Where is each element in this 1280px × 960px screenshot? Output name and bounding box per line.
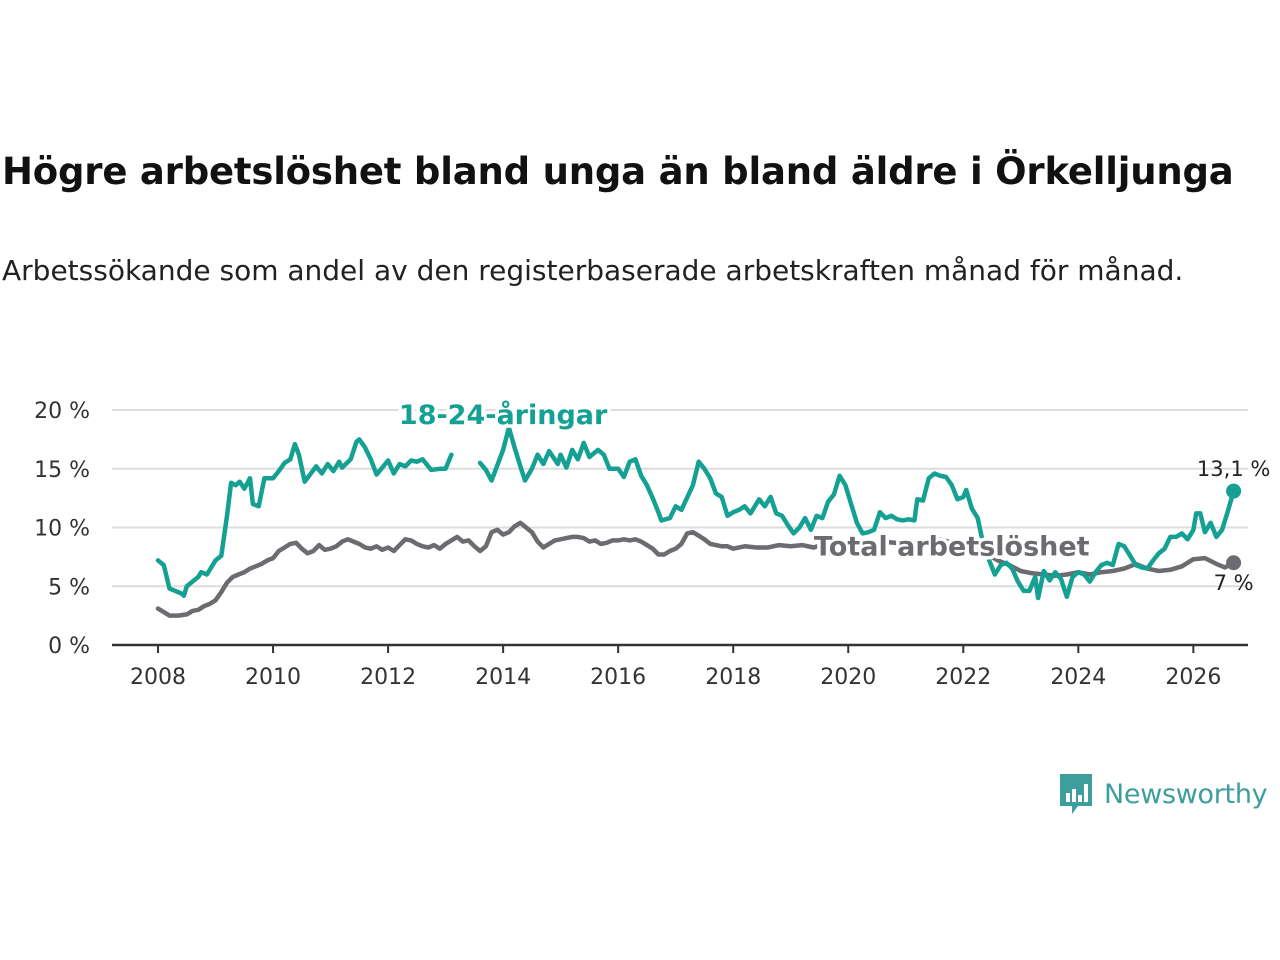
end-point-marker xyxy=(1226,483,1242,499)
x-tick-label: 2012 xyxy=(360,665,416,690)
x-tick-label: 2010 xyxy=(245,665,301,690)
chart-subtitle: Arbetssökande som andel av den registerb… xyxy=(2,254,1184,287)
series-label: Total arbetslöshet xyxy=(814,532,1090,563)
x-tick-label: 2022 xyxy=(935,665,991,690)
series-label-halo: 18-24-åringar xyxy=(399,399,608,431)
y-tick-label: 0 % xyxy=(48,634,90,659)
line-chart: 0 %5 %10 %15 %20 % 2008 2010 2012 2014 2016 2… xyxy=(34,396,1270,690)
x-tick-label: 2024 xyxy=(1050,665,1106,690)
end-value-label: 13,1 % xyxy=(1197,457,1270,481)
series-label-halo: Total arbetslöshet xyxy=(814,532,1090,563)
y-tick-label: 5 % xyxy=(48,575,90,600)
brand-logo[interactable]: Newsworthy xyxy=(1058,772,1268,816)
chart-title: Högre arbetslöshet bland unga än bland ä… xyxy=(2,150,1234,193)
x-tick-label: 2020 xyxy=(820,665,876,690)
series-line xyxy=(477,425,1236,601)
y-tick-label: 15 % xyxy=(34,458,90,483)
x-tick-label: 2014 xyxy=(475,665,531,690)
y-axis: 0 % 5 % 10 % 15 % 20 % xyxy=(34,399,90,659)
newsworthy-logo-icon xyxy=(1060,774,1092,814)
x-tick-label: 2008 xyxy=(130,665,186,690)
end-value-label: 7 % xyxy=(1214,571,1254,595)
y-tick-label: 20 % xyxy=(34,399,90,424)
x-tick-label: 2018 xyxy=(705,665,761,690)
end-point-marker xyxy=(1226,555,1242,571)
series-lines xyxy=(155,425,1242,618)
x-tick-label: 2016 xyxy=(590,665,646,690)
series-line xyxy=(155,520,1236,618)
series-line xyxy=(155,437,454,598)
series-label: 18-24-åringar xyxy=(399,399,608,431)
brand-name: Newsworthy xyxy=(1104,778,1268,810)
x-tick-label: 2026 xyxy=(1165,665,1221,690)
y-tick-label: 10 % xyxy=(34,517,90,542)
x-axis: 2008 2010 2012 2014 2016 2018 2020 2022 2024 2026 xyxy=(112,643,1248,690)
series-labels: 13,1 %7 %18-24-åringar18-24-åringarTotal… xyxy=(395,396,1270,595)
